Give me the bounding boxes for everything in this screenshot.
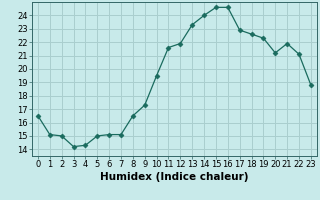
- X-axis label: Humidex (Indice chaleur): Humidex (Indice chaleur): [100, 172, 249, 182]
